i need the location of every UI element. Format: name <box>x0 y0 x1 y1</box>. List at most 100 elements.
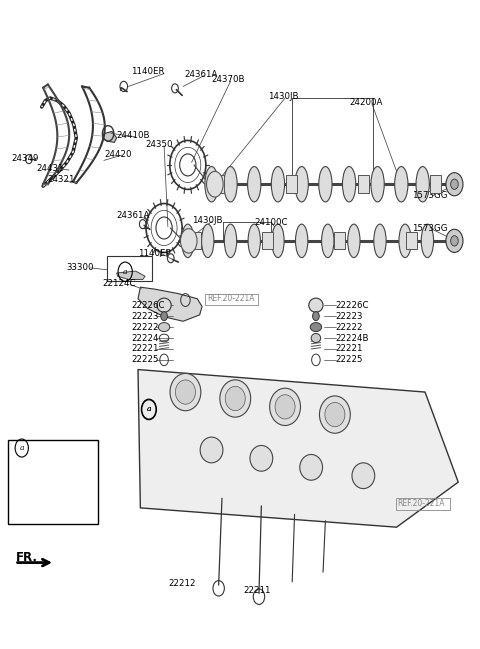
Bar <box>396 498 450 510</box>
Text: 33300: 33300 <box>67 263 95 272</box>
Text: 24420: 24420 <box>105 150 132 159</box>
Circle shape <box>446 173 463 196</box>
Text: 24410B: 24410B <box>117 132 150 140</box>
Ellipse shape <box>272 224 284 258</box>
Text: 22221: 22221 <box>131 345 158 354</box>
Ellipse shape <box>181 224 194 258</box>
Ellipse shape <box>275 395 295 419</box>
Text: 22225: 22225 <box>131 356 158 364</box>
Circle shape <box>446 229 463 252</box>
Text: 1573GG: 1573GG <box>412 224 447 233</box>
Text: 21516A: 21516A <box>34 480 64 489</box>
Text: 1140ER: 1140ER <box>131 67 164 76</box>
Ellipse shape <box>309 298 323 312</box>
Text: 22223: 22223 <box>131 312 158 321</box>
Bar <box>262 232 273 249</box>
Ellipse shape <box>250 445 273 471</box>
Text: 22226C: 22226C <box>131 300 164 310</box>
Bar <box>358 175 369 193</box>
Text: 22211: 22211 <box>244 586 271 594</box>
Polygon shape <box>117 271 145 280</box>
Text: REF.20-221A: REF.20-221A <box>207 294 254 303</box>
Text: 24370B: 24370B <box>212 75 245 84</box>
Text: 1430JB: 1430JB <box>267 92 298 101</box>
Text: 22124C: 22124C <box>102 280 136 288</box>
Text: REF.20-221A: REF.20-221A <box>397 499 445 508</box>
Text: FR.: FR. <box>16 551 38 564</box>
Circle shape <box>451 179 458 190</box>
Polygon shape <box>138 287 202 321</box>
Ellipse shape <box>310 323 322 332</box>
Text: 1430JB: 1430JB <box>192 216 222 225</box>
Text: 22226C: 22226C <box>335 300 368 310</box>
Text: 24200A: 24200A <box>349 98 383 107</box>
Text: 22212: 22212 <box>168 580 195 588</box>
Text: 22223: 22223 <box>335 312 362 321</box>
Text: 24361A: 24361A <box>184 70 217 79</box>
Bar <box>8 440 97 524</box>
Ellipse shape <box>224 224 237 258</box>
Text: 24361A: 24361A <box>117 212 150 220</box>
Ellipse shape <box>395 167 408 202</box>
Ellipse shape <box>348 224 360 258</box>
Ellipse shape <box>248 224 261 258</box>
Text: 24431: 24431 <box>36 164 63 173</box>
Ellipse shape <box>200 437 223 463</box>
Circle shape <box>312 312 319 321</box>
Text: 22222: 22222 <box>131 323 158 332</box>
Ellipse shape <box>220 380 251 417</box>
Ellipse shape <box>374 224 386 258</box>
Text: 22222: 22222 <box>335 323 362 332</box>
Ellipse shape <box>157 298 171 312</box>
Text: 1140EP: 1140EP <box>138 249 170 258</box>
Bar <box>213 175 224 193</box>
Text: 24321: 24321 <box>48 175 75 184</box>
Ellipse shape <box>325 402 345 426</box>
Ellipse shape <box>320 396 350 434</box>
Ellipse shape <box>421 224 433 258</box>
Ellipse shape <box>271 167 285 202</box>
Text: 24350: 24350 <box>145 140 173 149</box>
Circle shape <box>161 312 168 321</box>
Text: 24355: 24355 <box>38 500 64 509</box>
Ellipse shape <box>180 228 197 253</box>
Text: 22224B: 22224B <box>335 334 368 343</box>
Ellipse shape <box>225 386 245 411</box>
Ellipse shape <box>295 167 308 202</box>
Polygon shape <box>138 369 458 527</box>
Ellipse shape <box>416 167 429 202</box>
Bar <box>189 232 201 249</box>
Circle shape <box>451 236 458 246</box>
Text: a: a <box>147 406 151 413</box>
Ellipse shape <box>224 167 237 202</box>
Ellipse shape <box>158 323 170 332</box>
Text: 22221: 22221 <box>335 345 362 354</box>
Ellipse shape <box>342 167 356 202</box>
Ellipse shape <box>248 167 261 202</box>
Ellipse shape <box>296 224 308 258</box>
Text: a: a <box>123 268 127 276</box>
Ellipse shape <box>311 334 321 343</box>
Text: 1573GG: 1573GG <box>412 191 447 200</box>
Ellipse shape <box>319 167 332 202</box>
Ellipse shape <box>205 167 218 202</box>
Ellipse shape <box>175 380 195 404</box>
Ellipse shape <box>399 224 411 258</box>
Ellipse shape <box>322 224 334 258</box>
Text: 24349: 24349 <box>12 154 39 163</box>
Bar <box>334 232 345 249</box>
Text: 24100C: 24100C <box>254 218 288 227</box>
Ellipse shape <box>202 224 214 258</box>
Bar <box>286 175 297 193</box>
Text: a: a <box>147 406 151 413</box>
Ellipse shape <box>371 167 384 202</box>
Bar <box>107 256 152 281</box>
Ellipse shape <box>270 388 300 426</box>
Text: 22224: 22224 <box>131 334 158 343</box>
Bar <box>430 175 441 193</box>
Polygon shape <box>102 132 117 142</box>
Ellipse shape <box>206 171 223 197</box>
Bar <box>406 232 418 249</box>
Text: a: a <box>20 444 24 452</box>
Ellipse shape <box>300 454 323 480</box>
